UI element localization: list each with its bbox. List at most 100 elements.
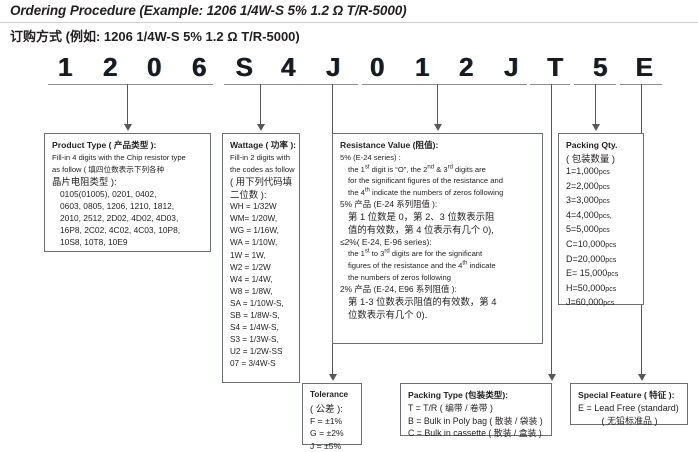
box-packing-qty: Packing Qty. ( 包装数量 ) 1=1,000pcs 2=2,000… xyxy=(558,133,644,307)
special-feature-line-0: E = Lead Free (standard) xyxy=(578,403,679,413)
special-feature-line-1: ( 无铅标准品 ) xyxy=(601,416,658,426)
arrowhead-tolerance xyxy=(329,374,337,381)
arrowhead-packing-qty xyxy=(592,124,600,131)
bracket-product-type xyxy=(48,84,213,85)
special-feature-heading: Special Feature ( 特征 ): xyxy=(578,390,675,400)
bracket-resistance xyxy=(362,84,527,85)
packing-qty-row-2: 3=3,000pcs xyxy=(566,195,610,206)
resistance-line-sig: for the significant figures of the resis… xyxy=(348,176,503,186)
packing-qty-row-5: C=10,000pcs xyxy=(566,238,617,249)
connector-packing-qty xyxy=(595,84,596,124)
product-type-heading: Product Type ( 产品类型 ): xyxy=(52,140,157,150)
connector-wattage xyxy=(260,84,261,124)
resistance-line-digit1: the 1st digit is “O”, the 2nd & 3rd digi… xyxy=(348,164,486,174)
tolerance-line-2: J = ±5% xyxy=(310,440,342,451)
wattage-line-5: WM= 1/20W, xyxy=(230,214,278,224)
wattage-line-7: WA = 1/10W, xyxy=(230,238,278,248)
wattage-line-3: 二位数 ): xyxy=(230,189,267,201)
tolerance-line-1: G = ±2% xyxy=(310,428,344,439)
connector-resistance xyxy=(437,84,438,124)
code-char-5: 4 xyxy=(280,52,296,82)
packing-qty-row-3: 4=4,000pcs, xyxy=(566,209,612,220)
code-char-2: 0 xyxy=(146,52,162,82)
wattage-line-6: WG = 1/16W, xyxy=(230,226,279,236)
box-wattage: Wattage ( 功率 ): Fill-in 2 digits with th… xyxy=(222,133,300,383)
code-char-8: 1 xyxy=(414,52,430,82)
code-char-9: 2 xyxy=(458,52,474,82)
product-type-line-7: 10S8, 10T8, 10E9 xyxy=(60,237,128,248)
resistance-line-5pct-cn: 5% 产品 (E-24 系列阻值 ): xyxy=(340,199,438,210)
code-char-0: 1 xyxy=(57,52,73,82)
box-product-type: Product Type ( 产品类型 ): Fill-in 4 digits … xyxy=(44,133,211,252)
product-type-line-1: as follow ( 填四位数表示下列各种 xyxy=(52,164,165,174)
resistance-line-2pct: ≤2%( E-24, E-96 series): xyxy=(340,237,432,248)
wattage-line-15: S3 = 1/3W-S, xyxy=(230,335,279,345)
resistance-line-fig4: figures of the resistance and the 4th in… xyxy=(348,260,496,270)
page-title-english: Ordering Procedure (Example: 1206 1/4W-S… xyxy=(10,3,407,18)
box-tolerance: Tolerance ( 公差 ): F = ±1% G = ±2% J = ±5… xyxy=(302,383,362,451)
code-char-12: 5 xyxy=(592,52,608,82)
resistance-line-zeros2: the numbers of zeros following xyxy=(348,272,451,282)
part-number-code-row: 1 2 0 6 S 4 J 0 1 2 J T 5 E xyxy=(0,52,698,84)
resistance-line-digit13: the 1st to 3rd digits are for the signif… xyxy=(348,248,483,259)
bracket-packing-type xyxy=(530,84,570,85)
arrowhead-product-type xyxy=(124,124,132,131)
packing-qty-heading-cn: ( 包装数量 ) xyxy=(566,153,615,164)
packing-type-line-2: C = Bulk in cassette ( 散装 / 盒装 ) xyxy=(408,428,542,439)
packing-qty-heading: Packing Qty. xyxy=(566,140,618,150)
packing-qty-row-9: J=60,000pcs xyxy=(566,297,615,308)
packing-type-heading: Packing Type (包装类型): xyxy=(408,390,509,400)
wattage-line-12: SA = 1/10W-S, xyxy=(230,298,284,308)
packing-type-line-1: B = Bulk in Poly bag ( 散装 / 袋装 ) xyxy=(408,415,543,426)
packing-qty-row-7: E= 15,000pcs xyxy=(566,268,619,279)
wattage-heading: Wattage ( 功率 ): xyxy=(230,140,297,150)
resistance-line-cn2: 值的有效数，第 4 位表示有几个 0), xyxy=(348,224,494,236)
code-char-3: 6 xyxy=(191,52,207,82)
packing-qty-row-6: D=20,000pcs xyxy=(566,253,617,264)
connector-packing-type xyxy=(551,84,552,374)
tolerance-heading-cn: ( 公差 ): xyxy=(310,403,343,414)
wattage-line-10: W4 = 1/4W, xyxy=(230,274,273,284)
wattage-line-11: W8 = 1/8W, xyxy=(230,286,273,296)
wattage-line-2: ( 用下列代码填 xyxy=(230,176,292,188)
page-title-chinese: 订购方式 (例如: 1206 1/4W-S 5% 1.2 Ω T/R-5000) xyxy=(10,29,300,44)
product-type-line-2: 晶片电阻类型 ): xyxy=(52,176,117,188)
code-char-4: S xyxy=(235,52,253,82)
code-char-10: J xyxy=(503,52,519,82)
wattage-line-1: the codes as follow xyxy=(230,164,295,174)
wattage-line-16: U2 = 1/2W-SS xyxy=(230,347,283,357)
product-type-line-4: 0603, 0805, 1206, 1210, 1812, xyxy=(60,201,175,212)
bracket-tolerance xyxy=(316,84,358,85)
product-type-line-5: 2010, 2512, 2D02, 4D02, 4D03, xyxy=(60,213,179,224)
box-resistance-value: Resistance Value (阻值): 5% (E-24 series) … xyxy=(332,133,543,344)
product-type-line-6: 16P8, 2C02, 4C02, 4C03, 10P8, xyxy=(60,225,181,236)
tolerance-line-0: F = ±1% xyxy=(310,416,343,426)
resistance-line-cn1: 第 1 位数是 0，第 2、3 位数表示阻 xyxy=(348,211,495,223)
arrowhead-packing-type xyxy=(548,374,556,381)
resistance-heading: Resistance Value (阻值): xyxy=(340,140,439,150)
arrowhead-wattage xyxy=(257,124,265,131)
box-special-feature: Special Feature ( 特征 ): E = Lead Free (s… xyxy=(570,383,688,426)
connector-product-type xyxy=(127,84,128,124)
wattage-line-13: SB = 1/8W-S, xyxy=(230,311,280,321)
bracket-wattage xyxy=(224,84,322,85)
code-char-13: E xyxy=(635,52,653,82)
resistance-line-zeros: the 4th indicate the numbers of zeros fo… xyxy=(348,187,504,197)
resistance-line-5pct: 5% (E-24 series) : xyxy=(340,153,401,162)
product-type-line-3: 0105(01005), 0201, 0402, xyxy=(60,189,157,200)
code-char-1: 2 xyxy=(102,52,118,82)
code-char-7: 0 xyxy=(369,52,385,82)
wattage-line-8: 1W = 1W, xyxy=(230,250,266,260)
box-packing-type: Packing Type (包装类型): T = T/R ( 编带 / 卷带 )… xyxy=(400,383,552,438)
wattage-line-4: WH = 1/32W xyxy=(230,202,277,212)
tolerance-heading: Tolerance xyxy=(310,390,349,399)
packing-qty-row-0: 1=1,000pcs xyxy=(566,166,610,176)
packing-type-line-0: T = T/R ( 编带 / 卷带 ) xyxy=(408,403,493,413)
packing-qty-row-1: 2=2,000pcs xyxy=(566,180,610,191)
resistance-line-cn3: 第 1-3 位数表示阻值的有效数，第 4 xyxy=(348,296,497,308)
code-char-6: J xyxy=(325,52,341,82)
wattage-line-9: W2 = 1/2W xyxy=(230,262,271,272)
resistance-line-2pct-cn: 2% 产品 (E-24, E96 系列阻值 ): xyxy=(340,284,457,295)
packing-qty-row-4: 5=5,000pcs xyxy=(566,224,610,235)
